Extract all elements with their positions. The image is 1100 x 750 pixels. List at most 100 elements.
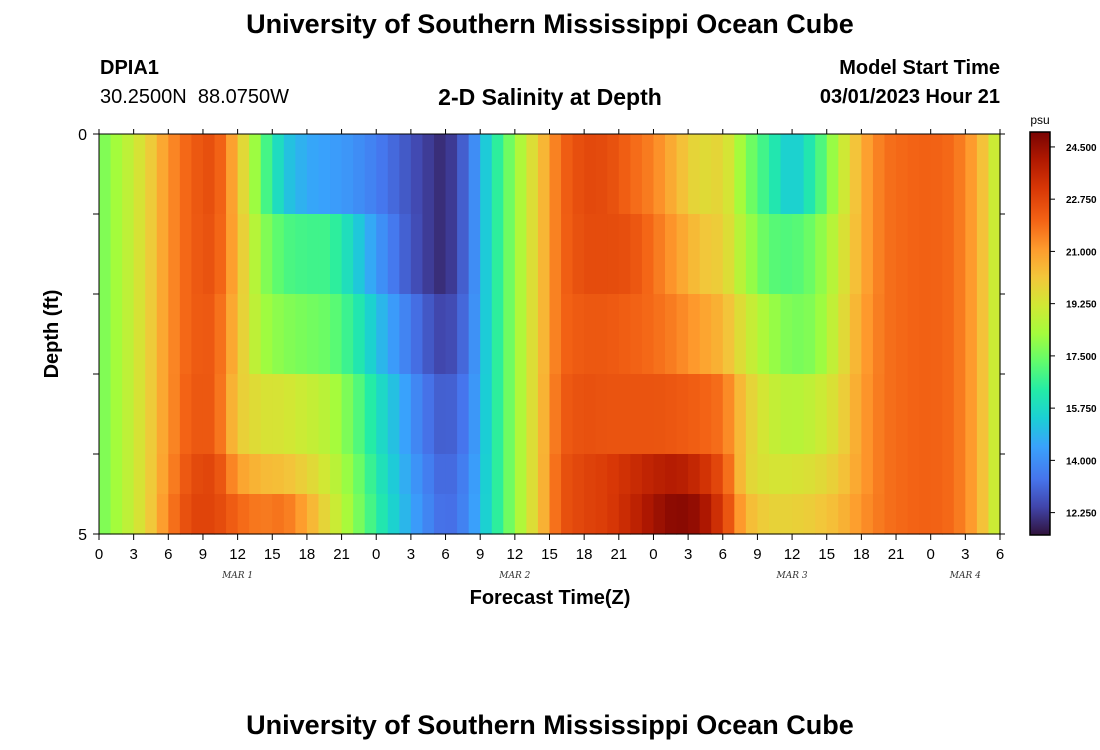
heatmap-cell (861, 454, 874, 495)
heatmap-cell (722, 134, 735, 215)
heatmap-cell (537, 134, 551, 215)
heatmap-cell (122, 454, 135, 495)
heatmap-cell (953, 214, 966, 295)
heatmap-cell (872, 374, 886, 455)
heatmap-cell (572, 134, 585, 215)
heatmap-cell (364, 214, 377, 295)
heatmap-cell (919, 374, 932, 455)
x-tick-label: 21 (888, 546, 905, 563)
x-tick-label: 9 (753, 546, 761, 563)
footer-title: University of Southern Mississippi Ocean… (246, 710, 854, 740)
x-tick-label: 6 (164, 546, 172, 563)
heatmap-cell (861, 374, 874, 455)
heatmap-cell (168, 494, 181, 535)
heatmap-cell (988, 134, 1001, 215)
heatmap-cell (445, 494, 458, 535)
heatmap-cell (907, 294, 920, 375)
heatmap-cell (584, 374, 597, 455)
heatmap-cell (202, 134, 216, 215)
heatmap-cell (861, 134, 874, 215)
heatmap-cell (665, 214, 678, 295)
heatmap-cell (214, 374, 227, 455)
heatmap-cell (757, 454, 770, 495)
heatmap-cell (468, 214, 481, 295)
heatmap-cell (838, 134, 851, 215)
heatmap-cell (930, 214, 943, 295)
heatmap-cell (133, 294, 146, 375)
heatmap-cell (110, 454, 123, 495)
heatmap-cell (191, 374, 204, 455)
heatmap-cell (526, 134, 539, 215)
heatmap-cell (283, 454, 296, 495)
heatmap-cell (179, 454, 193, 495)
heatmap-cell (838, 214, 851, 295)
heatmap-cell (942, 494, 955, 535)
heatmap-cell (330, 294, 343, 375)
heatmap-cell (399, 494, 412, 535)
colorbar-tick-label: 19.250 (1066, 300, 1097, 311)
month-label: MAR 2 (498, 571, 530, 581)
heatmap-cell (272, 294, 285, 375)
heatmap-cell (849, 454, 862, 495)
heatmap-cell (341, 494, 354, 535)
heatmap-cell (653, 294, 666, 375)
heatmap-cell (295, 134, 308, 215)
colorbar-scale (1029, 131, 1051, 536)
heatmap-cell (295, 294, 308, 375)
heatmap-cell (410, 494, 424, 535)
heatmap-cell (584, 294, 597, 375)
heatmap-cell (665, 294, 678, 375)
model-start-time: 03/01/2023 Hour 21 (819, 86, 1000, 108)
heatmap-cell (491, 134, 504, 215)
heatmap-cell (306, 494, 320, 535)
heatmap-cell (676, 374, 689, 455)
heatmap-cell (757, 374, 770, 455)
heatmap-cell (457, 374, 470, 455)
heatmap-cell (480, 374, 493, 455)
heatmap-cell (641, 134, 655, 215)
y-axis: 05 (78, 127, 1005, 544)
heatmap-cell (607, 214, 620, 295)
heatmap-cell (514, 134, 527, 215)
heatmap-cell (491, 374, 504, 455)
heatmap-cell (353, 374, 366, 455)
heatmap-cell (595, 454, 608, 495)
y-tick-label: 0 (78, 127, 87, 144)
heatmap-cell (537, 494, 551, 535)
heatmap-cell (226, 494, 239, 535)
x-tick-label: 18 (299, 546, 316, 563)
heatmap-cell (133, 134, 146, 215)
heatmap-cell (318, 374, 331, 455)
heatmap-cell (572, 454, 585, 495)
heatmap-cell (595, 214, 608, 295)
heatmap-cell (526, 454, 539, 495)
heatmap-cell (99, 454, 112, 495)
heatmap-cell (514, 374, 527, 455)
heatmap-cell (884, 294, 897, 375)
heatmap-cell (156, 134, 169, 215)
heatmap-cell (433, 454, 447, 495)
heatmap-cell (768, 374, 782, 455)
heatmap-cell (387, 294, 400, 375)
heatmap-cell (641, 454, 655, 495)
heatmap-cell (214, 214, 227, 295)
heatmap-cell (353, 454, 366, 495)
heatmap-cell (422, 214, 435, 295)
heatmap-cell (711, 494, 724, 535)
heatmap-cell (826, 454, 839, 495)
station-id: DPIA1 (100, 57, 159, 79)
heatmap-cell (168, 294, 181, 375)
heatmap-cell (815, 294, 828, 375)
heatmap-cell (330, 134, 343, 215)
heatmap-cell (480, 454, 493, 495)
heatmap-cell (838, 294, 851, 375)
heatmap-cell (122, 214, 135, 295)
heatmap-cell (745, 454, 759, 495)
heatmap-cell (145, 494, 158, 535)
heatmap-cell (226, 214, 239, 295)
heatmap-cell (272, 134, 285, 215)
heatmap-cell (341, 294, 354, 375)
heatmap-cell (226, 454, 239, 495)
heatmap-cell (214, 134, 227, 215)
page-title: University of Southern Mississippi Ocean… (246, 9, 854, 39)
